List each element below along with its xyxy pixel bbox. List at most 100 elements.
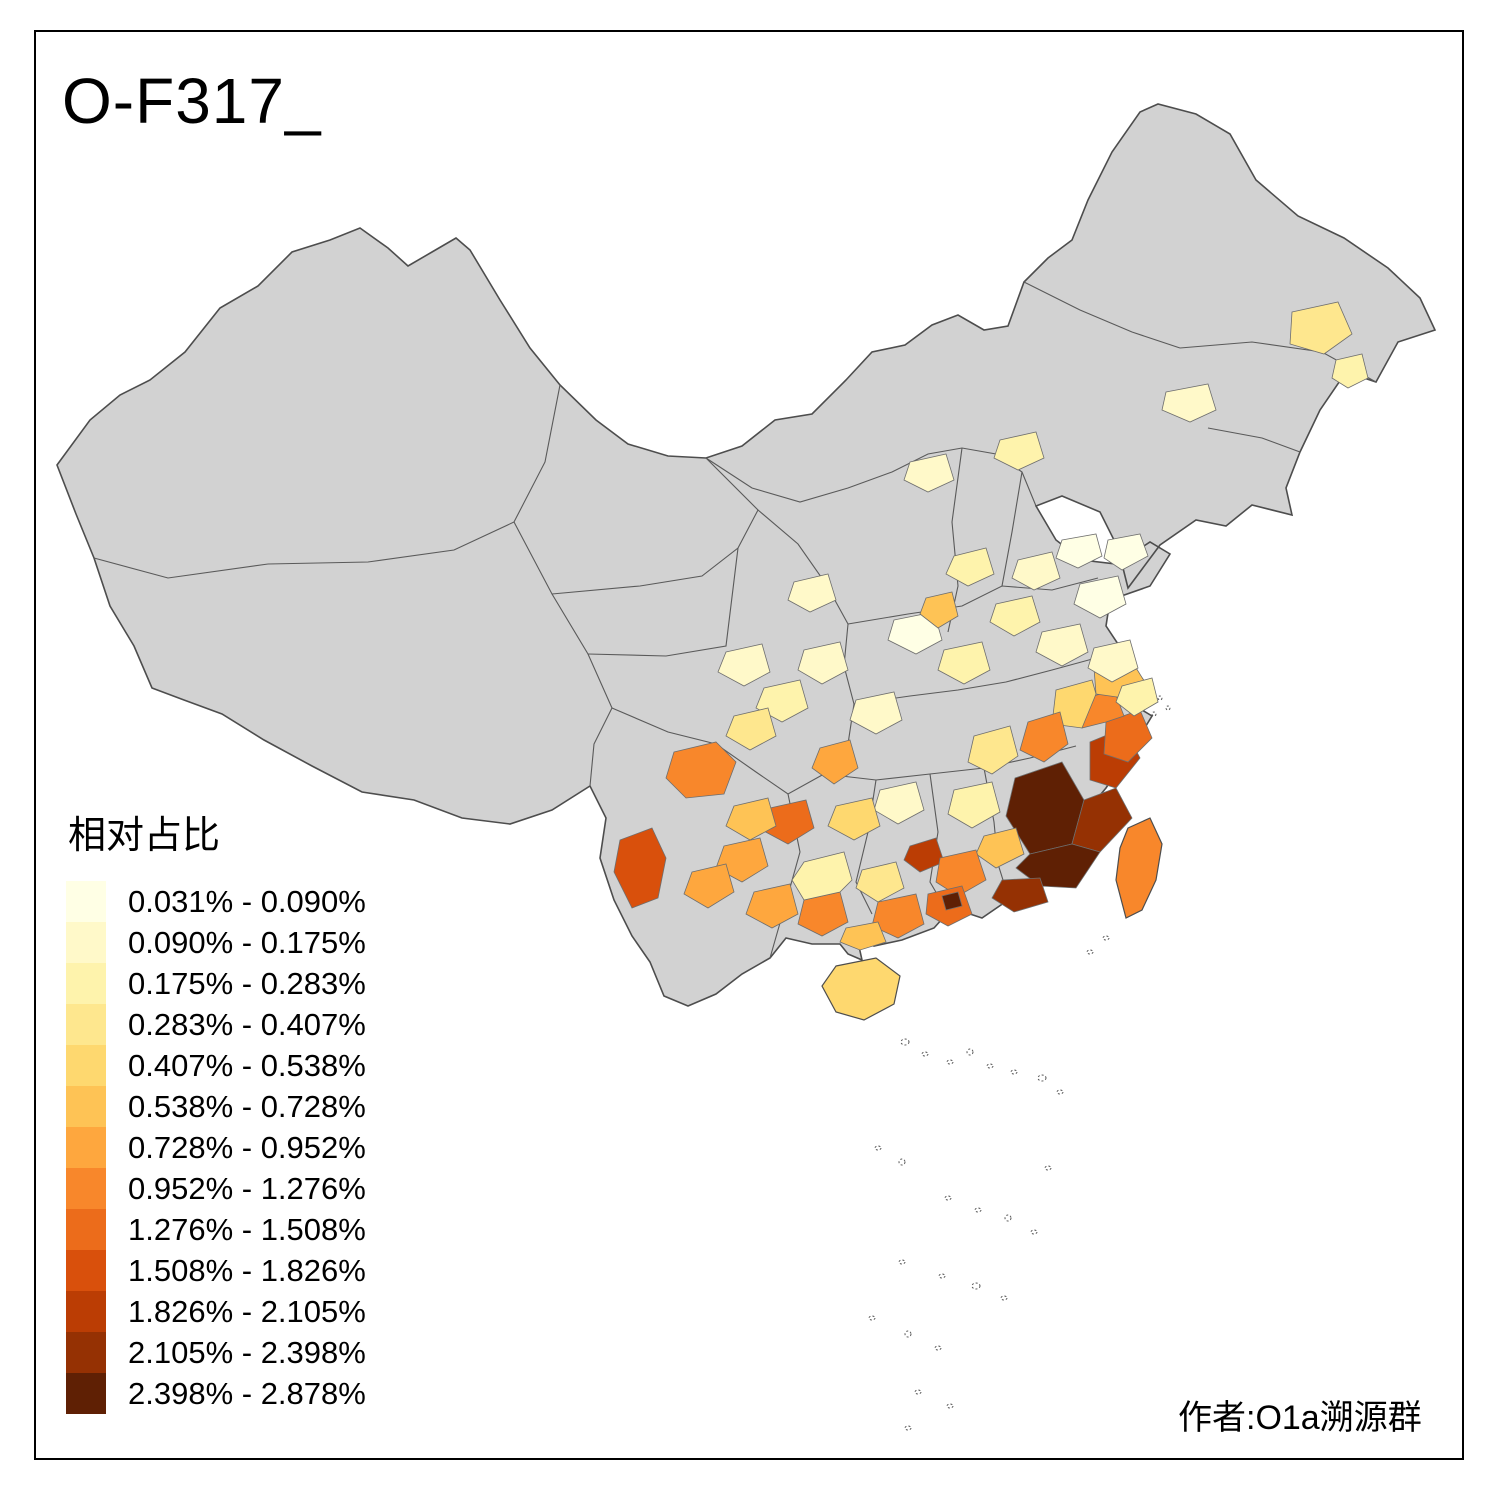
map-region	[745, 883, 799, 929]
map-region	[613, 827, 667, 909]
map-region	[725, 797, 777, 841]
map-region	[871, 893, 925, 939]
province-border	[1001, 471, 1023, 587]
legend-label: 0.283% - 0.407%	[128, 1006, 366, 1042]
map-region	[839, 921, 887, 951]
legend-label: 0.031% - 0.090%	[128, 883, 366, 919]
map-region	[1115, 677, 1159, 717]
islands	[821, 817, 1163, 1021]
islet	[1157, 695, 1163, 701]
legend-item: 0.031% - 0.090%	[66, 881, 366, 922]
map-region	[903, 837, 945, 873]
legend-swatch	[66, 1209, 106, 1250]
legend-item: 0.728% - 0.952%	[66, 1127, 366, 1168]
islet	[971, 1282, 981, 1290]
legend-swatch	[66, 1086, 106, 1127]
legend-item: 2.105% - 2.398%	[66, 1332, 366, 1373]
islet	[1086, 949, 1094, 955]
islet	[1010, 1069, 1018, 1075]
legend-swatch	[66, 1045, 106, 1086]
islet	[1030, 1229, 1038, 1235]
map-region	[967, 725, 1019, 775]
islet	[1037, 1074, 1047, 1082]
islet	[921, 1051, 929, 1057]
province-border	[1207, 427, 1301, 453]
hainan-island	[821, 957, 901, 1021]
map-region	[993, 431, 1045, 471]
map-region	[725, 707, 777, 751]
legend-label: 0.538% - 0.728%	[128, 1088, 366, 1124]
islet	[904, 1425, 912, 1431]
legend-label: 0.407% - 0.538%	[128, 1047, 366, 1083]
legend-swatch	[66, 1250, 106, 1291]
legend-label: 0.090% - 0.175%	[128, 924, 366, 960]
islet	[1000, 1295, 1008, 1301]
map-region	[1087, 639, 1139, 683]
map-region	[787, 573, 837, 613]
legend-item: 1.508% - 1.826%	[66, 1250, 366, 1291]
legend-item: 1.276% - 1.508%	[66, 1209, 366, 1250]
islet	[868, 1315, 876, 1321]
map-region	[1035, 623, 1089, 667]
legend-items: 0.031% - 0.090% 0.090% - 0.175% 0.175% - 0…	[66, 881, 366, 1414]
islet	[904, 1330, 912, 1338]
map-region	[1011, 551, 1061, 591]
legend-item: 0.090% - 0.175%	[66, 922, 366, 963]
province-border	[93, 384, 561, 579]
map-region	[797, 641, 849, 685]
author-credit: 作者:O1a溯源群	[1178, 1399, 1422, 1437]
legend-title: 相对占比	[68, 815, 221, 857]
legend-swatch	[66, 1004, 106, 1045]
map-region	[941, 891, 963, 911]
province-border	[513, 521, 613, 787]
legend-label: 1.276% - 1.508%	[128, 1211, 366, 1247]
islet	[1151, 711, 1157, 717]
map-region	[791, 851, 853, 901]
islet	[898, 1158, 906, 1166]
legend-label: 2.105% - 2.398%	[128, 1334, 366, 1370]
islet	[966, 1048, 974, 1056]
taiwan-island	[1115, 817, 1163, 919]
islet	[944, 1195, 952, 1201]
legend-item: 1.826% - 2.105%	[66, 1291, 366, 1332]
islet	[934, 1345, 942, 1351]
province-border	[757, 509, 855, 775]
province-border	[587, 547, 739, 657]
map-region	[975, 827, 1025, 869]
map-region	[1103, 533, 1149, 571]
islet	[900, 1038, 910, 1046]
map-region	[945, 547, 995, 587]
legend-item: 0.952% - 1.276%	[66, 1168, 366, 1209]
islet	[874, 1145, 882, 1151]
islet	[1044, 1165, 1052, 1171]
map-region	[715, 837, 769, 883]
legend-swatch	[66, 1291, 106, 1332]
islet	[938, 1273, 946, 1279]
map-region	[1055, 533, 1103, 569]
legend-swatch	[66, 1332, 106, 1373]
legend-swatch	[66, 881, 106, 922]
province-border	[611, 707, 825, 795]
islet	[946, 1059, 954, 1065]
map-region	[919, 591, 959, 629]
sea-islets	[868, 695, 1171, 1431]
map-region	[989, 595, 1041, 637]
province-border	[551, 457, 759, 595]
legend-label: 2.398% - 2.878%	[128, 1375, 366, 1411]
map-region	[827, 797, 881, 841]
islet	[898, 1259, 906, 1265]
map-region	[873, 781, 925, 825]
page-title: O-F317_	[62, 65, 322, 137]
islet	[986, 1063, 994, 1069]
legend-label: 0.728% - 0.952%	[128, 1129, 366, 1165]
province-border	[1023, 281, 1181, 349]
legend-swatch	[66, 963, 106, 1004]
legend-label: 1.508% - 1.826%	[128, 1252, 366, 1288]
map-region	[665, 741, 737, 799]
map-region	[937, 641, 991, 685]
map-region	[1073, 575, 1127, 619]
legend-swatch	[66, 1127, 106, 1168]
map-region	[947, 781, 1001, 829]
islet	[974, 1207, 982, 1213]
